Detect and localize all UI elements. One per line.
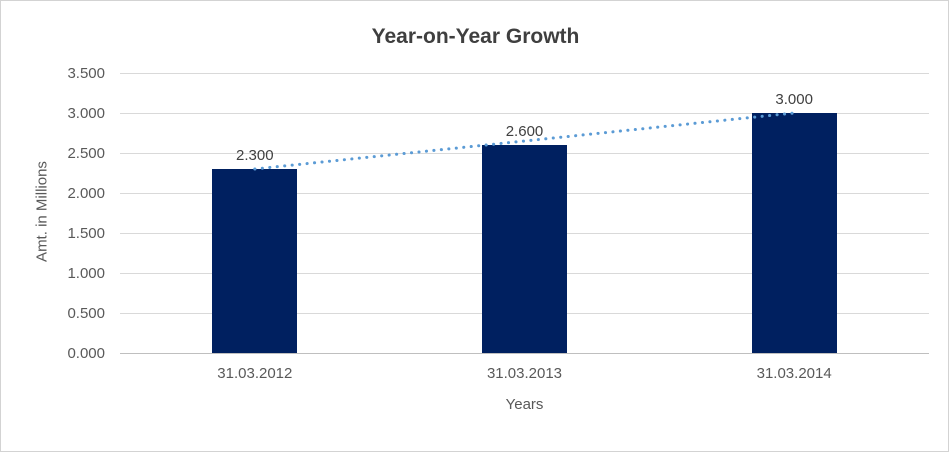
y-tick-label: 2.000 bbox=[67, 185, 105, 202]
bar-value-label: 2.600 bbox=[505, 123, 544, 140]
y-tick-label: 0.000 bbox=[67, 345, 105, 362]
bar-value-label: 2.300 bbox=[236, 147, 274, 164]
x-category-label: 31.03.2014 bbox=[756, 365, 832, 382]
trendline bbox=[253, 111, 796, 171]
y-tick-label: 3.500 bbox=[67, 65, 105, 82]
x-category-label: 31.03.2012 bbox=[217, 365, 293, 382]
x-axis-title: Years bbox=[505, 396, 544, 413]
y-tick-label: 1.500 bbox=[67, 225, 105, 242]
y-tick-label: 1.000 bbox=[67, 265, 105, 282]
y-tick-label: 0.500 bbox=[67, 305, 105, 322]
plot-area: 2.300 2.600 3.000 bbox=[120, 73, 929, 354]
bar bbox=[751, 113, 837, 353]
gridline bbox=[120, 73, 929, 74]
x-category-label: 31.03.2013 bbox=[486, 365, 563, 382]
bar bbox=[482, 145, 567, 353]
y-tick-label: 2.500 bbox=[67, 145, 105, 162]
gridline bbox=[120, 113, 929, 114]
bar bbox=[212, 169, 298, 353]
bar-value-label: 3.000 bbox=[775, 91, 813, 108]
chart-title: Year-on-Year Growth bbox=[371, 25, 580, 48]
x-axis-line bbox=[120, 353, 929, 354]
y-tick-label: 3.000 bbox=[67, 105, 105, 122]
